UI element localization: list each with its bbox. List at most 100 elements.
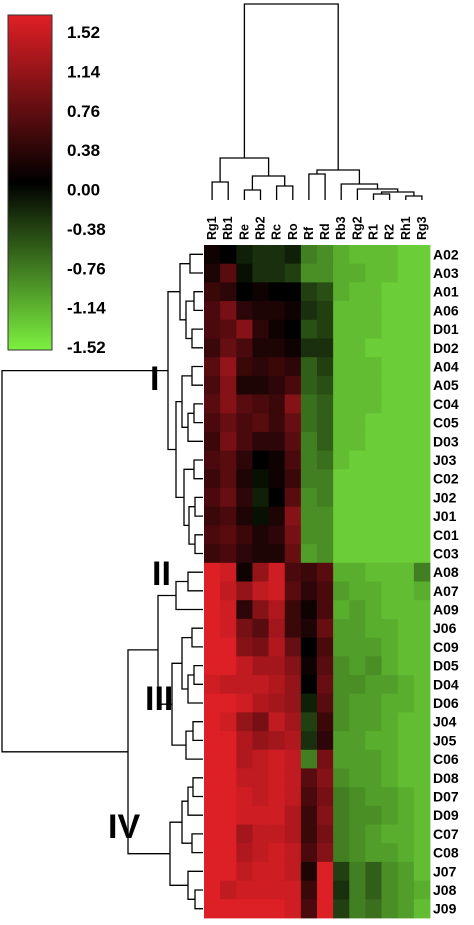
heatmap-cell [252,375,269,395]
heatmap-cell [220,525,237,545]
heatmap-cell [220,674,237,695]
heatmap-cell [204,394,221,414]
heatmap-cell [236,357,253,377]
heatmap-cell [317,731,334,751]
heatmap-cell [284,843,302,863]
heatmap-cell [204,413,221,433]
heatmap-cell [268,282,286,302]
heatmap-cell [397,319,415,339]
heatmap-cell [333,245,350,265]
heatmap-cell [300,674,318,695]
heatmap-cell [204,488,221,508]
row-label: A07 [433,583,459,599]
heatmap-cell [284,282,302,302]
heatmap-cell [284,731,302,751]
heatmap-cell [300,805,318,825]
heatmap-cell [220,600,237,620]
heatmap-cell [381,618,399,638]
colorbar-tick-label: -0.38 [67,220,106,239]
heatmap-cell [381,413,399,433]
heatmap-cell [349,375,366,395]
heatmap-cell [365,469,382,489]
heatmap-cell [284,637,302,657]
heatmap-cell [397,600,415,620]
heatmap-cell [268,899,286,919]
heatmap-cell [397,450,415,470]
heatmap-cell [333,768,350,788]
heatmap-cell [300,637,318,657]
heatmap-cell [397,488,415,508]
heatmap-cell [300,450,318,470]
heatmap-cell [300,394,318,414]
heatmap-cell [236,618,253,638]
heatmap-cell [333,450,350,470]
heatmap-cell [381,245,399,265]
heatmap-cell [252,245,269,265]
heatmap-cell [397,693,415,713]
heatmap-cell [381,450,399,470]
colorbar-tick-label: 0.38 [67,141,100,160]
heatmap-cell [397,787,415,807]
column-labels: Rg1 Rb1 Re Rb2 Rc Ro Rf Rd Rb3 Rg2 R1 R2 Rh1 Rg3 [205,216,429,240]
heatmap-cell [317,693,334,713]
heatmap-cell [381,805,399,825]
heatmap-cell [317,506,334,526]
heatmap-cell [204,581,221,601]
heatmap-cell [317,375,334,395]
heatmap-cell [317,469,334,489]
dendrogram-link [316,169,361,184]
heatmap-cell [284,805,302,825]
heatmap-cell [381,731,399,751]
heatmap-cell [349,506,366,526]
heatmap-cell [365,525,382,545]
heatmap-cell [268,731,286,751]
heatmap-cell [252,618,269,638]
heatmap-cell [220,824,237,844]
heatmap-cell [381,768,399,788]
heatmap-cell [317,843,334,863]
heatmap-cell [397,525,415,545]
row-label: C07 [433,826,459,842]
heatmap-cell [333,544,350,564]
heatmap-cell [220,768,237,788]
heatmap-cell [349,581,366,601]
heatmap-cell [204,469,221,489]
row-label: J02 [433,489,457,505]
heatmap-cell [252,506,269,526]
heatmap-cell [236,488,253,508]
dendrogram-link [251,175,286,190]
heatmap-cell [413,562,431,582]
heatmap-cell [236,506,253,526]
heatmap-cell [349,656,366,676]
dendrogram-link [194,496,203,517]
dendrogram-link [171,662,186,746]
heatmap-cell [220,805,237,825]
heatmap-cell [300,431,318,452]
heatmap-cell [252,824,269,844]
heatmap-cell [284,450,302,470]
heatmap-cell [220,581,237,601]
heatmap-cell [204,357,221,377]
heatmap-cell [365,768,382,788]
heatmap-cell [284,301,302,321]
heatmap-cell [397,824,415,844]
dendrogram-link [1,369,168,753]
dendrogram-link [167,291,180,451]
heatmap-cell [284,861,302,882]
heatmap-cell [381,469,399,489]
heatmap-cell [220,618,237,638]
row-label: J06 [433,620,457,636]
dendrogram-link [275,185,294,200]
heatmap-cell [333,674,350,695]
colorbar-tick-label: -1.14 [67,299,106,318]
heatmap-cell [397,357,415,377]
heatmap-cell [317,861,334,882]
heatmap-cell [284,656,302,676]
heatmap-cell [413,282,431,302]
row-label: A08 [433,564,459,580]
heatmap-cell [220,394,237,414]
heatmap-cell [236,674,253,695]
heatmap-cell [365,245,382,265]
heatmap-cell [333,375,350,395]
heatmap-cell [252,431,269,452]
